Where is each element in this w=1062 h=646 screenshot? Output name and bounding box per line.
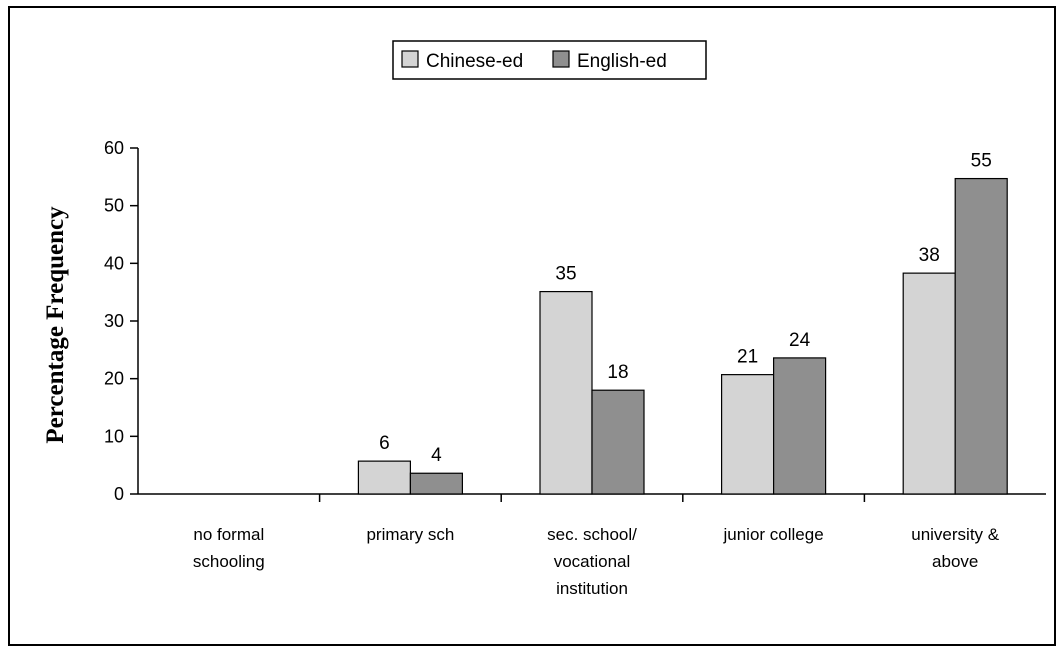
y-axis-label: Percentage Frequency bbox=[42, 206, 69, 444]
bar-english-ed-3 bbox=[772, 357, 827, 495]
legend-swatch bbox=[401, 50, 419, 68]
category-label: university & bbox=[911, 525, 1000, 544]
bar-chart: Chinese-ed English-ed Percentage Frequenc… bbox=[42, 40, 1046, 598]
category-label: schooling bbox=[193, 552, 265, 571]
bar-english-ed-1 bbox=[409, 472, 463, 495]
category-label: vocational bbox=[554, 552, 631, 571]
bars bbox=[357, 177, 1008, 495]
bar-chinese-ed-1 bbox=[357, 460, 411, 495]
y-tick-label: 60 bbox=[104, 138, 124, 158]
chart-frame bbox=[8, 6, 1056, 646]
value-label: 35 bbox=[555, 264, 576, 285]
value-label: 4 bbox=[431, 445, 442, 466]
value-labels: 6 35 21 38 4 18 24 55 bbox=[379, 151, 992, 467]
category-labels: no formal schooling primary sch sec. school… bbox=[193, 525, 1000, 598]
category-label: sec. school/ bbox=[547, 525, 637, 544]
y-tick-label: 0 bbox=[114, 484, 124, 504]
value-label: 21 bbox=[737, 347, 758, 368]
bar-english-ed-2 bbox=[591, 389, 645, 495]
value-label: 24 bbox=[789, 330, 811, 351]
y-tick-label: 30 bbox=[104, 311, 124, 331]
y-tick-label: 20 bbox=[104, 369, 124, 389]
y-tick-label: 10 bbox=[104, 426, 124, 446]
bar-chinese-ed-3 bbox=[720, 374, 775, 495]
legend-entry: Chinese-ed bbox=[426, 51, 523, 72]
category-label: institution bbox=[556, 579, 628, 598]
bar-english-ed-4 bbox=[954, 177, 1008, 495]
legend-box bbox=[392, 40, 707, 80]
bar-chinese-ed-2 bbox=[539, 290, 593, 495]
value-label: 6 bbox=[379, 433, 390, 454]
legend-entry: English-ed bbox=[577, 51, 667, 72]
value-label: 18 bbox=[607, 362, 628, 383]
legend-swatch bbox=[552, 50, 570, 68]
legend: Chinese-ed English-ed bbox=[392, 40, 707, 80]
y-tick-label: 50 bbox=[104, 196, 124, 216]
bar-chinese-ed-4 bbox=[902, 272, 956, 495]
category-label: no formal bbox=[193, 525, 264, 544]
y-tick-label: 40 bbox=[104, 253, 124, 273]
value-label: 38 bbox=[919, 245, 940, 266]
value-label: 55 bbox=[971, 151, 992, 172]
category-label: primary sch bbox=[366, 525, 454, 544]
category-label: above bbox=[932, 552, 978, 571]
category-label: junior college bbox=[723, 525, 824, 544]
